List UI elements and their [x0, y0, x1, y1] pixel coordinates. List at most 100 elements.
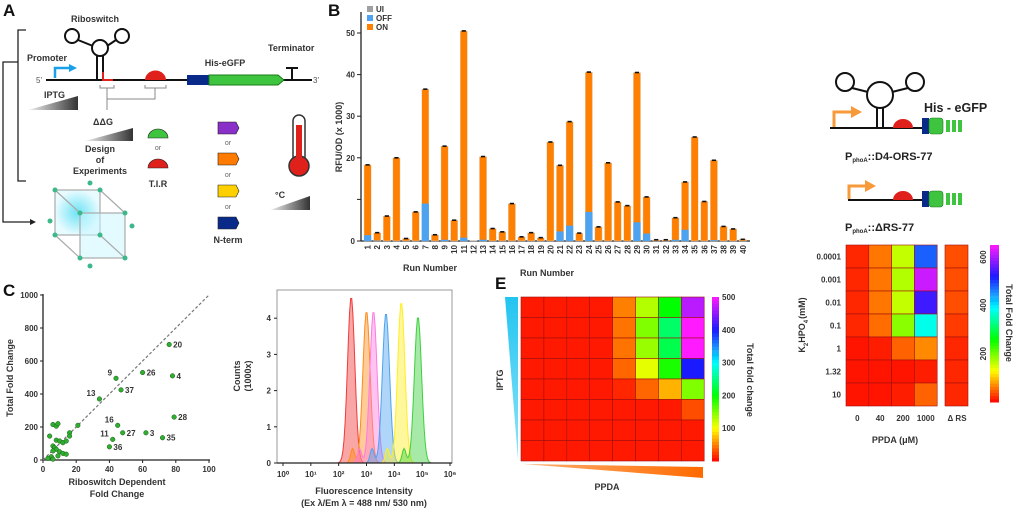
heatmap-cell — [914, 359, 938, 384]
x-tick-label: 100 — [202, 465, 216, 474]
heatmap-cell — [680, 296, 705, 318]
x-tick-label: 32 — [662, 244, 671, 253]
bar-off-34 — [681, 229, 689, 241]
y-tick-label: 600 — [25, 357, 39, 366]
y-tick-label: 0 — [267, 459, 272, 468]
x-tick-label: 25 — [594, 244, 603, 253]
nterm-yellow-tag — [217, 184, 240, 198]
bar-off-7 — [421, 203, 429, 241]
control-cell — [944, 382, 969, 407]
colorbar-segment — [712, 342, 719, 347]
row-label: 0.0001 — [817, 253, 842, 262]
colorbar-segment — [712, 356, 719, 360]
colorbar-segment — [990, 314, 999, 318]
colorbar-segment — [990, 323, 999, 328]
y-tick-label: 3 — [267, 350, 272, 359]
heatmap-cell — [658, 419, 682, 441]
temperature-label: °C — [275, 190, 286, 200]
colorbar-segment — [990, 301, 999, 306]
legend-swatch-off — [367, 15, 373, 21]
x-tick-label: 29 — [633, 244, 642, 253]
bar-on-16 — [508, 203, 516, 242]
bar-off-24 — [585, 211, 593, 241]
heatmap-cell — [520, 419, 545, 441]
bar-on-37 — [710, 160, 718, 242]
heatmap-cell — [612, 296, 636, 318]
x-tick-label: 22 — [566, 244, 575, 253]
colorbar-segment — [990, 263, 999, 268]
heatmap-cell — [589, 399, 613, 421]
colorbar-segment — [712, 365, 719, 370]
panel-c-scatter: C Total Fold Change Riboswitch Dependent… — [3, 281, 216, 499]
colorbar-tick-label: 300 — [722, 359, 736, 368]
data-point — [106, 444, 112, 450]
or-label: or — [155, 145, 162, 152]
x-tick-label: 7 — [421, 244, 430, 249]
point-label: 20 — [173, 341, 182, 350]
y-tick-label: 0 — [351, 237, 356, 246]
data-point — [75, 422, 81, 428]
heatmap-cell — [612, 358, 636, 380]
data-point — [55, 453, 61, 459]
colorbar-segment — [712, 398, 719, 403]
bar-on-3 — [383, 215, 391, 242]
colorbar-segment — [712, 438, 719, 442]
bar-on-15 — [498, 231, 507, 242]
connector-lines — [99, 85, 167, 110]
colorbar-segment — [712, 428, 719, 432]
colorbar-tick-label: 200 — [979, 346, 988, 360]
heatmap-cell — [845, 382, 870, 407]
heatmap-cell — [520, 358, 545, 380]
x-tick-label: 26 — [604, 244, 613, 253]
bar-off-13 — [479, 239, 487, 241]
heatmap-cell — [566, 337, 590, 359]
nterm-orange-tag — [217, 152, 240, 166]
heatmap-cell — [520, 440, 545, 462]
colorbar-segment — [990, 245, 999, 249]
x-axis-label-line2: Fold Change — [90, 489, 145, 499]
y-tick-label: 4 — [267, 314, 272, 323]
heatmap-cell — [891, 290, 915, 315]
colorbar-segment — [712, 339, 719, 344]
heatmap-cell — [845, 244, 870, 269]
heatmap-cell — [914, 290, 938, 315]
colorbar-segment — [712, 313, 719, 318]
colorbar-segment — [990, 361, 999, 365]
heatmap-cell — [520, 296, 545, 318]
bar-off-37 — [710, 240, 718, 241]
x-tick-label: 14 — [489, 244, 498, 253]
colorbar-segment — [990, 373, 999, 378]
heatmap-cell — [680, 419, 705, 441]
colorbar-segment — [990, 298, 999, 303]
colorbar-segment — [712, 346, 719, 350]
heatmap-cell — [658, 440, 682, 462]
colorbar-segment — [990, 304, 999, 309]
nterm-options — [217, 121, 240, 230]
data-point — [45, 455, 51, 461]
colorbar-label: Total fold change — [745, 343, 755, 417]
his-egfp-label: His - eGFP — [924, 101, 987, 115]
data-point — [171, 414, 177, 420]
iptg-gradient-wedge — [28, 96, 78, 110]
heatmap-cell — [543, 440, 568, 462]
heatmap-cell — [635, 378, 659, 400]
data-point — [143, 430, 149, 436]
data-point — [63, 438, 69, 444]
x-tick-label: 10 — [450, 244, 459, 253]
bar-on-28 — [623, 205, 632, 242]
data-point — [47, 433, 53, 439]
bar-on-26 — [604, 162, 612, 242]
colorbar-segment — [712, 441, 719, 446]
x-tick-label: 6 — [412, 244, 421, 249]
doe-label-2: of — [96, 155, 105, 165]
data-point — [115, 422, 121, 428]
x-axis-label: Run Number — [403, 263, 457, 273]
heatmap-cell — [680, 378, 705, 400]
colorbar-segment — [990, 288, 999, 293]
heatmap-cell — [658, 296, 682, 318]
promoter-arrowhead-icon — [865, 180, 876, 192]
panel-d: D His - eGFP PphoA::D4-ORS-77 — [797, 72, 1014, 445]
x-tick-label: 2 — [373, 244, 382, 249]
x-tick-label: 34 — [681, 244, 690, 253]
